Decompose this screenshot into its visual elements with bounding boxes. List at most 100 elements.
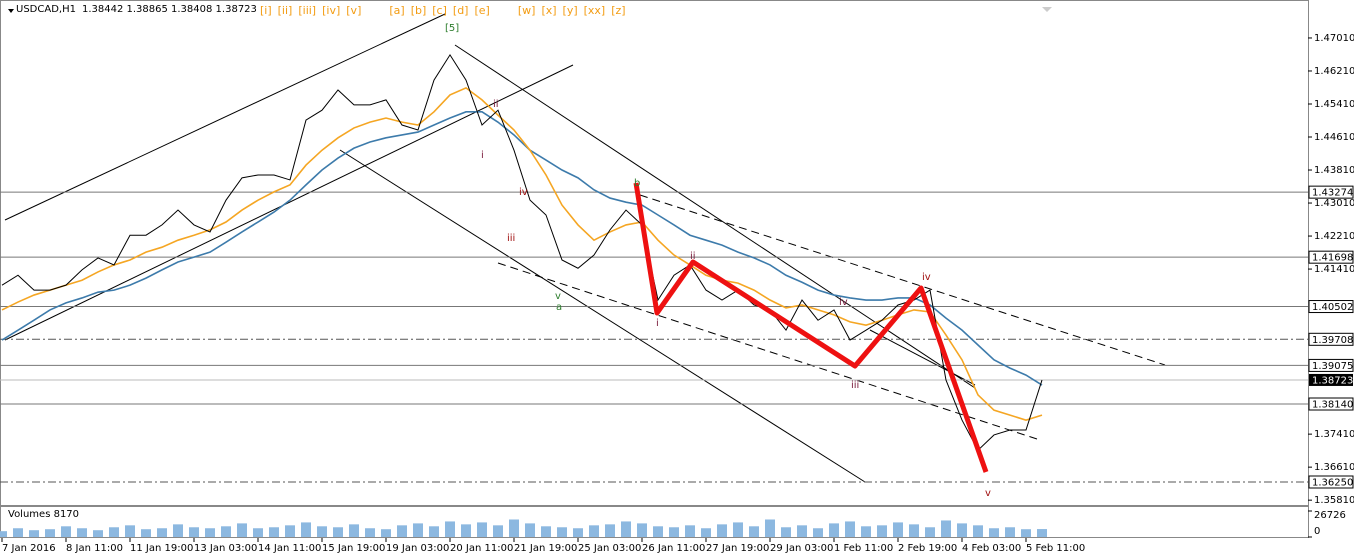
volume-bar [989, 528, 999, 537]
volume-bar [45, 529, 55, 537]
volume-bar [429, 526, 439, 537]
volume-bar [845, 521, 855, 537]
volume-bar [621, 521, 631, 537]
wave-button[interactable]: [iv] [322, 4, 341, 17]
x-tick-label: 27 Jan 19:00 [706, 543, 769, 554]
volume-bar [0, 531, 7, 537]
volume-bar [13, 528, 23, 537]
volume-bar [493, 525, 503, 537]
level-box [1308, 397, 1354, 411]
wave-button[interactable]: [d] [452, 4, 469, 17]
y-tick-label: 1.35810 [1314, 495, 1354, 506]
volume-bar [109, 527, 119, 537]
volume-bar [445, 521, 455, 537]
volume-bar [605, 524, 615, 537]
wave-button[interactable]: [x] [541, 4, 557, 17]
volume-bar [205, 528, 215, 537]
level-box [1308, 332, 1354, 346]
wave-label: iv [922, 272, 931, 283]
volume-bar [877, 525, 887, 537]
volume-bar [957, 523, 967, 537]
level-label: 1.39075 [1312, 361, 1353, 372]
x-tick-label: 29 Jan 03:00 [770, 543, 833, 554]
volume-bar [301, 522, 311, 537]
last-price-label: 1.38723 [1312, 375, 1353, 386]
x-tick-label: 4 Feb 03:00 [962, 543, 1021, 554]
volume-bar [125, 525, 135, 537]
volume-tick-label: 26726 [1314, 510, 1346, 521]
volume-bar [285, 525, 295, 537]
wave-button[interactable]: [c] [432, 4, 447, 17]
volume-label: Volumes 8170 [8, 509, 79, 520]
volume-bar [1021, 529, 1031, 537]
wave-button[interactable]: [y] [562, 4, 578, 17]
menu-icon[interactable] [8, 9, 14, 13]
price-line [1, 111, 1043, 386]
ohlc: 1.38442 1.38865 1.38408 1.38723 [81, 4, 257, 15]
wave-label: iv [519, 187, 528, 198]
x-tick-label: 15 Jan 19:00 [322, 543, 385, 554]
trend-lines [4, 13, 1166, 483]
volume-bar [509, 519, 519, 537]
price-line [1, 53, 1043, 452]
y-tick-label: 1.37410 [1314, 429, 1354, 440]
volume-bar [29, 530, 39, 537]
x-tick-label: 2 Feb 19:00 [898, 543, 957, 554]
level-box [1308, 250, 1354, 264]
wave-button[interactable]: [b] [410, 4, 427, 17]
wave-label: [5] [445, 23, 459, 34]
volume-bar [333, 527, 343, 537]
y-tick-label: 1.44610 [1314, 132, 1354, 143]
level-label: 1.40502 [1312, 302, 1353, 313]
x-tick-label: 21 Jan 19:00 [514, 543, 577, 554]
y-tick-label: 1.43010 [1314, 198, 1354, 209]
wave-button[interactable]: [a] [389, 4, 405, 17]
volume-bar [61, 526, 71, 537]
x-tick-label: 8 Jan 11:00 [66, 543, 123, 554]
y-tick-label: 1.43810 [1314, 165, 1354, 176]
wave-button[interactable]: [z] [611, 4, 626, 17]
wave-button[interactable]: [w] [517, 4, 536, 17]
wave-button[interactable]: [v] [346, 4, 362, 17]
volume-bar [237, 523, 247, 537]
volume-bar [573, 528, 583, 537]
volume-bar [541, 526, 551, 537]
volume-tick-label: 0 [1314, 526, 1320, 537]
volume-bar [893, 522, 903, 537]
volume-bar [589, 525, 599, 537]
wave-label: ii [690, 251, 696, 262]
volume-bar [157, 528, 167, 537]
volume-bar [781, 527, 791, 537]
x-tick-label: 7 Jan 2016 [2, 543, 56, 554]
symbol: USDCAD,H1 [16, 4, 76, 15]
scroll-icon[interactable] [1042, 7, 1052, 12]
volume-bar [909, 524, 919, 537]
volume-bar [637, 523, 647, 537]
volume-bar [173, 524, 183, 537]
wave-button[interactable]: [i] [260, 4, 272, 17]
wave-button[interactable]: [xx] [583, 4, 606, 17]
volume-bar [317, 526, 327, 537]
x-tick-label: 20 Jan 11:00 [450, 543, 513, 554]
wave-button[interactable]: [e] [474, 4, 490, 17]
y-tick-label: 1.41410 [1314, 264, 1354, 275]
volume-bar [253, 528, 263, 537]
volume-bar [829, 523, 839, 537]
volume-bar [221, 526, 231, 537]
volume-bar [941, 520, 951, 537]
volume-bar [461, 524, 471, 537]
x-tick-label: 13 Jan 03:00 [194, 543, 257, 554]
volume-bar [365, 528, 375, 537]
level-label: 1.43274 [1312, 188, 1353, 199]
level-label: 1.39708 [1312, 335, 1353, 346]
level-box [1308, 358, 1354, 372]
volume-bar [749, 526, 759, 537]
wave-button[interactable]: [iii] [298, 4, 317, 17]
x-tick-label: 26 Jan 11:00 [642, 543, 705, 554]
wave-button[interactable]: [ii] [277, 4, 293, 17]
x-tick-label: 19 Jan 03:00 [386, 543, 449, 554]
volume-bar [813, 528, 823, 537]
wave-label: ii [493, 99, 499, 110]
